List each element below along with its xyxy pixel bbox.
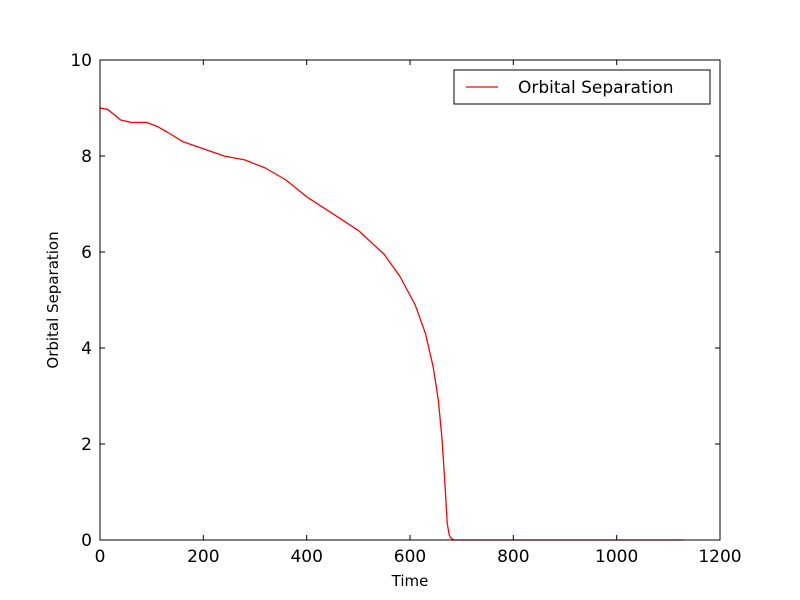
x-tick-label: 1000 (595, 547, 638, 567)
y-axis-ticks: 0 2 4 6 8 10 (70, 51, 720, 551)
plot-area: 0 200 400 600 800 1000 1200 0 2 4 6 8 10 (70, 51, 741, 567)
x-tick-label: 1200 (698, 547, 741, 567)
x-tick-label: 800 (497, 547, 529, 567)
y-tick-label: 10 (70, 51, 92, 71)
x-tick-label: 400 (290, 547, 322, 567)
x-tick-label: 200 (187, 547, 219, 567)
y-axis-label: Orbital Separation (44, 231, 62, 368)
y-tick-label: 8 (81, 147, 92, 167)
y-tick-label: 6 (81, 243, 92, 263)
x-axis-ticks: 0 200 400 600 800 1000 1200 (95, 60, 742, 567)
x-tick-label: 600 (394, 547, 426, 567)
legend-entry-label: Orbital Separation (518, 78, 674, 98)
x-axis-label: Time (391, 572, 429, 590)
y-tick-label: 0 (81, 531, 92, 551)
x-tick-label: 0 (95, 547, 106, 567)
legend: Orbital Separation (453, 69, 711, 105)
y-tick-label: 4 (81, 339, 92, 359)
y-tick-label: 2 (81, 435, 92, 455)
